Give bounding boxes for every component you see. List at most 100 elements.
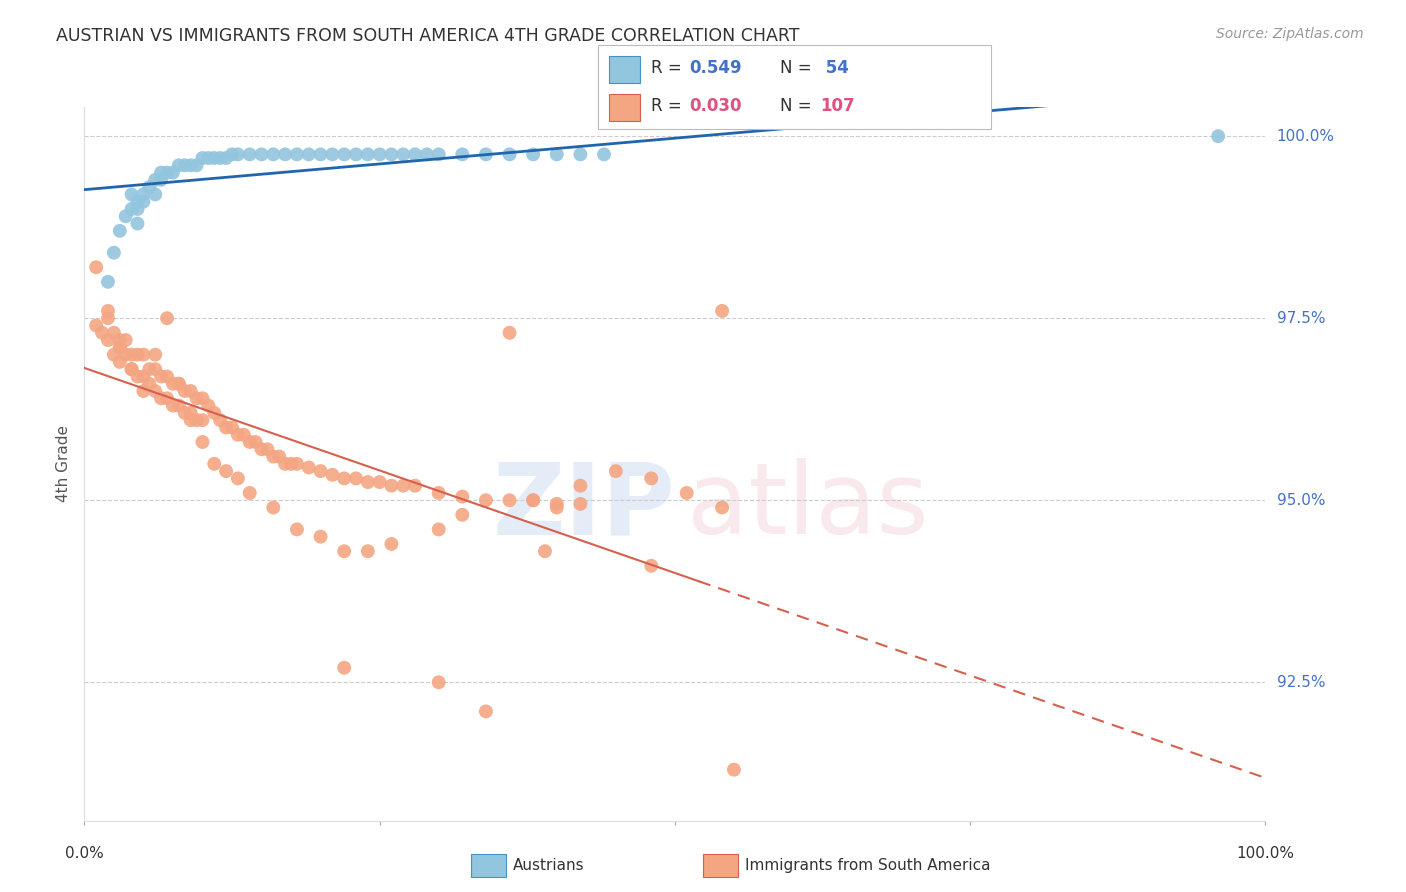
Point: [197, 399, 219, 413]
Point: [143, 384, 166, 398]
Point: [209, 151, 232, 165]
Point: [150, 369, 173, 384]
Point: [226, 471, 249, 485]
Point: [215, 151, 238, 165]
Point: [167, 376, 190, 391]
Point: [711, 500, 734, 515]
Point: [121, 362, 143, 376]
Point: [522, 147, 544, 161]
Point: [274, 457, 297, 471]
Point: [180, 158, 202, 172]
Text: 0.549: 0.549: [689, 60, 741, 78]
Point: [202, 406, 225, 420]
Point: [569, 478, 592, 492]
Point: [186, 158, 208, 172]
Text: ZIP: ZIP: [492, 458, 675, 555]
Point: [569, 497, 592, 511]
Point: [138, 180, 160, 194]
Text: Austrians: Austrians: [513, 858, 585, 872]
Text: 107: 107: [820, 96, 855, 114]
Text: R =: R =: [651, 96, 688, 114]
Point: [173, 384, 195, 398]
Point: [103, 326, 125, 340]
Point: [132, 384, 155, 398]
Point: [357, 475, 380, 489]
Point: [333, 544, 356, 558]
Text: N =: N =: [780, 96, 817, 114]
Point: [121, 187, 143, 202]
Point: [167, 158, 190, 172]
Point: [108, 224, 131, 238]
Point: [97, 275, 120, 289]
Point: [451, 490, 474, 504]
Point: [250, 147, 273, 161]
Point: [127, 369, 149, 384]
Point: [108, 333, 131, 347]
Point: [392, 478, 415, 492]
Point: [522, 493, 544, 508]
Point: [209, 413, 232, 427]
Point: [202, 151, 225, 165]
Y-axis label: 4th Grade: 4th Grade: [56, 425, 72, 502]
Point: [114, 333, 136, 347]
Point: [191, 151, 214, 165]
Point: [285, 147, 308, 161]
Point: [333, 147, 356, 161]
Point: [143, 348, 166, 362]
Point: [522, 493, 544, 508]
Point: [593, 147, 616, 161]
Point: [186, 392, 208, 406]
Point: [108, 340, 131, 354]
Point: [232, 427, 254, 442]
Point: [298, 147, 321, 161]
Point: [143, 187, 166, 202]
Point: [114, 209, 136, 223]
Point: [368, 147, 391, 161]
Text: 100.0%: 100.0%: [1277, 128, 1334, 144]
Point: [380, 147, 402, 161]
Point: [368, 475, 391, 489]
Point: [427, 675, 450, 690]
Point: [121, 348, 143, 362]
Point: [711, 304, 734, 318]
Point: [180, 413, 202, 427]
Point: [156, 311, 179, 326]
Text: 95.0%: 95.0%: [1277, 492, 1324, 508]
Point: [256, 442, 278, 457]
Point: [132, 348, 155, 362]
Point: [321, 147, 343, 161]
Point: [162, 376, 184, 391]
Point: [191, 413, 214, 427]
Point: [84, 318, 107, 333]
Text: 0.0%: 0.0%: [65, 846, 104, 861]
Point: [150, 392, 173, 406]
Point: [143, 173, 166, 187]
Point: [285, 522, 308, 536]
Point: [156, 369, 179, 384]
Point: [150, 165, 173, 179]
Point: [173, 158, 195, 172]
Point: [108, 340, 131, 354]
Point: [180, 384, 202, 398]
Point: [239, 147, 262, 161]
Point: [215, 464, 238, 478]
Point: [309, 464, 332, 478]
Point: [404, 478, 426, 492]
Point: [1206, 129, 1229, 144]
Point: [475, 493, 498, 508]
Text: atlas: atlas: [686, 458, 928, 555]
Point: [97, 333, 120, 347]
Point: [143, 362, 166, 376]
Point: [675, 486, 697, 500]
Point: [127, 194, 149, 209]
Point: [280, 457, 302, 471]
Text: 54: 54: [820, 60, 849, 78]
Point: [156, 392, 179, 406]
Point: [416, 147, 439, 161]
Point: [475, 705, 498, 719]
Point: [197, 151, 219, 165]
Point: [534, 544, 557, 558]
Point: [132, 194, 155, 209]
Point: [97, 311, 120, 326]
Point: [215, 420, 238, 434]
